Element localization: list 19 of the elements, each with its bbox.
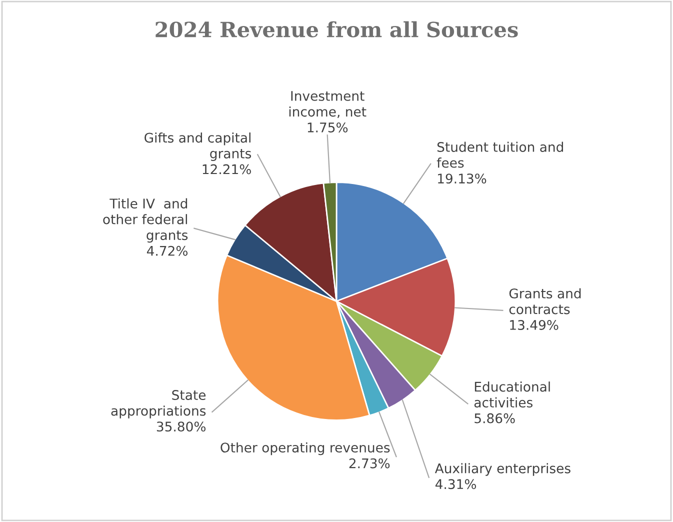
slice-label: Auxiliary enterprises	[434, 463, 570, 476]
slice-label: Educational activities	[474, 382, 550, 408]
data-label: 4.72%	[146, 246, 188, 256]
chart-title: 2024 Revenue from all Sources	[156, 21, 518, 38]
data-label: 4.31%	[435, 479, 476, 490]
data-label: 12.21%	[202, 164, 251, 174]
slice-label: Grants and contracts	[509, 288, 581, 314]
data-label: 13.49%	[510, 320, 558, 330]
slice-label: Title IV and other federal grants	[103, 198, 188, 243]
data-label: 1.75%	[308, 122, 348, 132]
slice-label: Gifts and capital grants	[144, 132, 252, 162]
data-label: 5.86%	[474, 413, 515, 424]
data-label: 2.73%	[349, 458, 390, 468]
slice-label: Student tuition and fees	[436, 142, 564, 168]
data-label: 35.80%	[156, 422, 206, 432]
slice-label: Other operating revenues	[220, 442, 390, 456]
data-label: 19.13%	[438, 174, 486, 184]
slice-label: State appropriations	[111, 390, 206, 418]
slice-label: Investment income, net	[289, 91, 366, 118]
